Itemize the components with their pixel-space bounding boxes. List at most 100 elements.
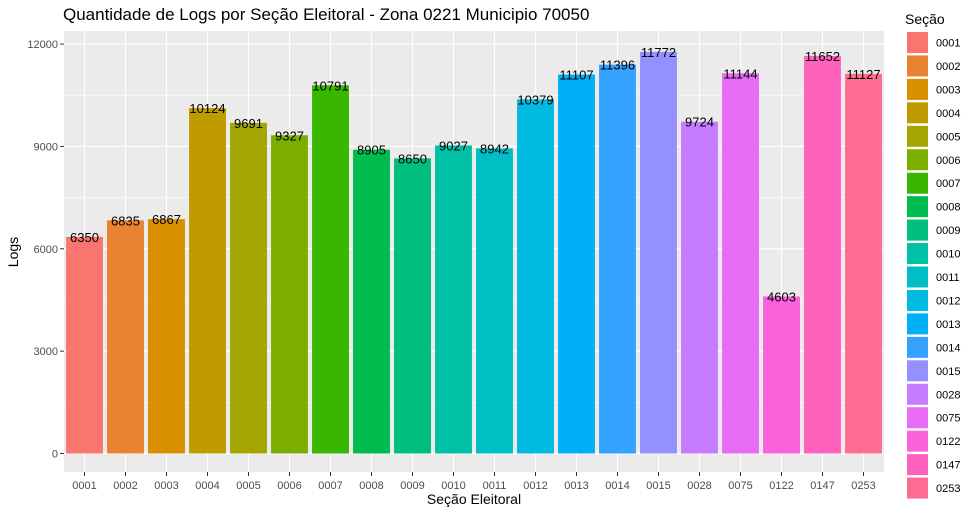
- legend-label-0010: 0010: [936, 249, 960, 261]
- x-tick-label-0015: 0015: [646, 480, 670, 492]
- legend: Seção 0001 0002 0003 0004 0005 0006 0007 0008 00…: [905, 11, 960, 499]
- x-tick-label-0006: 0006: [277, 480, 301, 492]
- data-label-0007: 10791: [312, 78, 348, 93]
- legend-key-0013: [907, 313, 928, 335]
- bar-0009: [394, 158, 431, 454]
- bar-0005: [230, 122, 267, 454]
- legend-label-0009: 0009: [936, 225, 960, 237]
- x-tick-label-0008: 0008: [359, 480, 383, 492]
- legend-label-0005: 0005: [936, 131, 960, 143]
- legend-label-0015: 0015: [936, 366, 960, 378]
- legend-label-0011: 0011: [936, 272, 960, 284]
- y-axis-title: Logs: [5, 237, 21, 267]
- data-label-0010: 9027: [439, 138, 468, 153]
- chart-title: Quantidade de Logs por Seção Eleitoral -…: [63, 5, 589, 24]
- legend-key-0012: [907, 289, 928, 311]
- data-label-0147: 11652: [805, 49, 840, 64]
- legend-label-0075: 0075: [936, 413, 960, 425]
- legend-label-0001: 0001: [936, 38, 960, 50]
- bar-0075: [722, 73, 759, 454]
- x-tick-label-0001: 0001: [72, 480, 96, 492]
- data-label-0005: 9691: [234, 116, 263, 131]
- x-axis: 0001 0002 0003 0004 0005 0006 0007 0008 0009 0010…: [72, 472, 876, 492]
- legend-key-0003: [907, 78, 928, 100]
- bar-0010: [435, 145, 472, 454]
- legend-key-0005: [907, 125, 928, 147]
- legend-key-0002: [907, 55, 928, 77]
- bar-0253: [845, 73, 882, 454]
- bar-0011: [476, 148, 513, 454]
- legend-label-0008: 0008: [936, 202, 960, 214]
- legend-label-0012: 0012: [936, 295, 960, 307]
- legend-label-0253: 0253: [936, 483, 960, 495]
- bar-0002: [107, 220, 144, 454]
- legend-label-0006: 0006: [936, 155, 960, 167]
- bar-0007: [312, 85, 349, 454]
- data-labels: 6350 6835 6867 10124 9691 9327 10791 8905 8650 90…: [70, 45, 881, 305]
- x-tick-label-0075: 0075: [728, 480, 752, 492]
- y-axis: 0 3000 6000 9000 12000: [27, 39, 64, 461]
- y-tick-label: 6000: [34, 244, 58, 256]
- data-label-0004: 10124: [189, 101, 225, 116]
- legend-key-0007: [907, 172, 928, 194]
- data-label-0015: 11772: [641, 45, 676, 60]
- x-tick-label-0012: 0012: [523, 480, 547, 492]
- legend-key-0001: [907, 32, 928, 53]
- x-axis-title: Seção Eleitoral: [427, 491, 521, 507]
- legend-key-0015: [907, 360, 928, 382]
- data-label-0122: 4603: [767, 289, 796, 304]
- legend-label-0004: 0004: [936, 108, 960, 120]
- bar-0004: [189, 108, 226, 454]
- x-tick-label-0003: 0003: [154, 480, 178, 492]
- data-label-0012: 10379: [517, 92, 553, 107]
- data-label-0075: 11144: [723, 66, 757, 81]
- legend-key-0011: [907, 266, 928, 288]
- y-tick-label: 0: [52, 449, 58, 461]
- legend-title: Seção: [905, 11, 945, 27]
- x-tick-label-0005: 0005: [236, 480, 260, 492]
- legend-key-0014: [907, 336, 928, 358]
- legend-key-0004: [907, 102, 928, 124]
- data-label-0006: 9327: [275, 128, 304, 143]
- data-label-0001: 6350: [70, 230, 99, 245]
- x-tick-label-0004: 0004: [195, 480, 219, 492]
- legend-key-0028: [907, 383, 928, 405]
- bar-0015: [640, 51, 677, 454]
- bar-0028: [681, 121, 718, 454]
- data-label-0002: 6835: [111, 213, 140, 228]
- legend-key-0253: [907, 477, 928, 499]
- data-label-0009: 8650: [398, 151, 427, 166]
- legend-label-0028: 0028: [936, 389, 960, 401]
- x-tick-label-0011: 0011: [483, 480, 507, 492]
- data-label-0008: 8905: [357, 143, 386, 158]
- data-label-0014: 11396: [600, 58, 635, 73]
- bars: [66, 51, 882, 454]
- legend-label-0013: 0013: [936, 319, 960, 331]
- plot-panel: [64, 31, 884, 472]
- y-tick-label: 3000: [34, 346, 58, 358]
- legend-key-0075: [907, 407, 928, 429]
- x-tick-label-0013: 0013: [564, 480, 588, 492]
- bar-0001: [66, 236, 103, 454]
- legend-key-0006: [907, 149, 928, 171]
- legend-label-0014: 0014: [936, 342, 960, 354]
- bar-0006: [271, 135, 308, 454]
- legend-key-0008: [907, 196, 928, 218]
- y-tick-label: 12000: [27, 39, 58, 51]
- x-tick-label-0122: 0122: [769, 480, 793, 492]
- data-label-0013: 11107: [559, 68, 593, 83]
- bar-0122: [763, 296, 800, 454]
- data-label-0028: 9724: [685, 115, 714, 130]
- x-tick-label-0147: 0147: [810, 480, 834, 492]
- bar-0003: [148, 219, 185, 454]
- legend-key-0009: [907, 219, 928, 241]
- y-tick-label: 9000: [34, 141, 58, 153]
- bar-0008: [353, 149, 390, 454]
- x-tick-label-0010: 0010: [441, 480, 465, 492]
- x-tick-label-0002: 0002: [113, 480, 137, 492]
- data-label-0003: 6867: [152, 212, 181, 227]
- legend-label-0002: 0002: [936, 61, 960, 73]
- legend-label-0003: 0003: [936, 84, 960, 96]
- legend-key-0010: [907, 243, 928, 265]
